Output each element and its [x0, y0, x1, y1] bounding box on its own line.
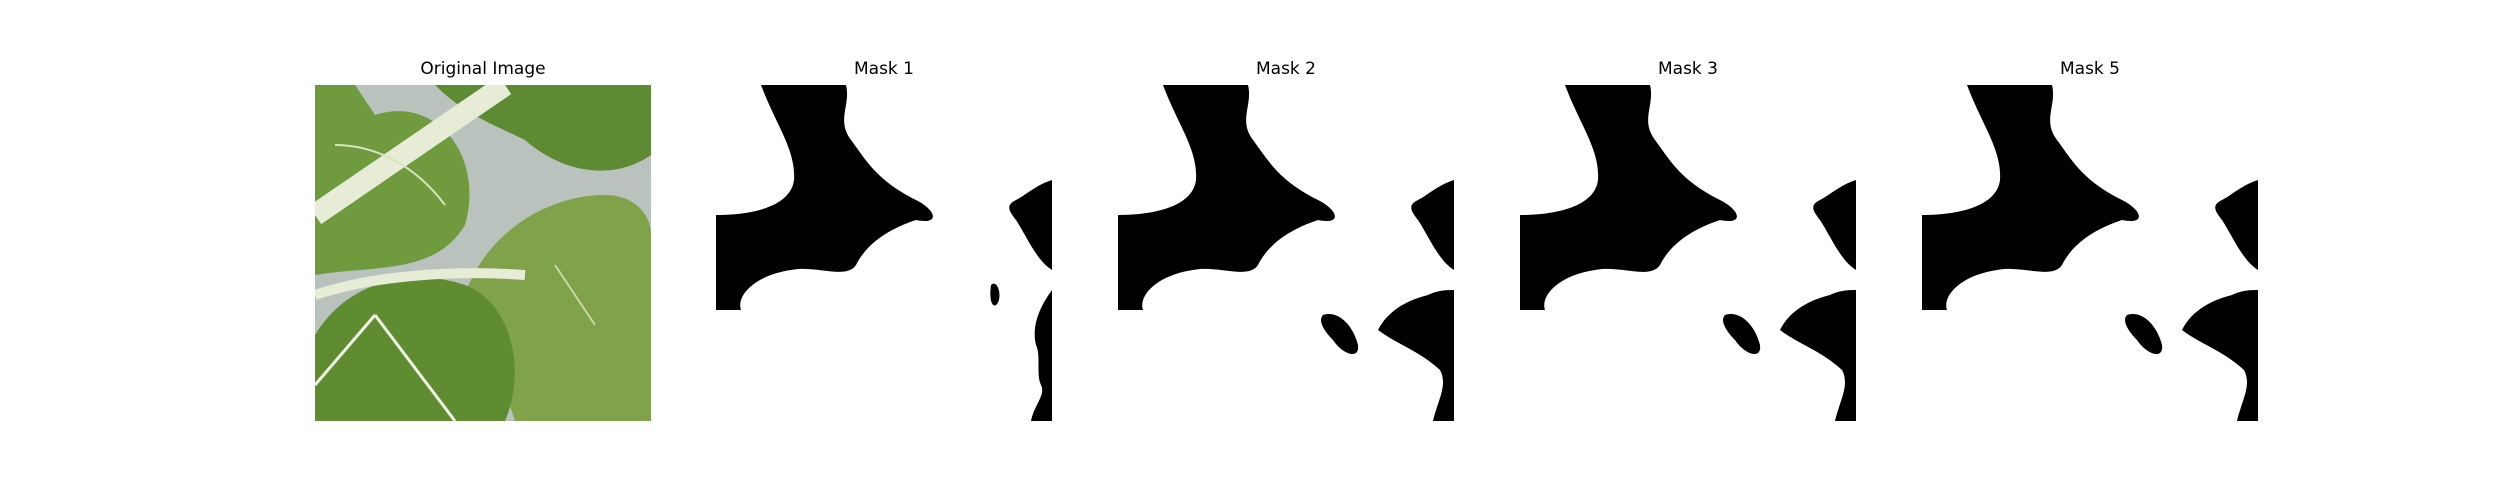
panel-title: Mask 2: [1255, 59, 1316, 79]
panel-title: Original Image: [420, 59, 546, 79]
mask-image: [1922, 85, 2258, 421]
panel-title: Mask 5: [2059, 59, 2120, 79]
original-leaf-image: [315, 85, 651, 421]
mask-image: [716, 85, 1052, 421]
panel-title: Mask 1: [853, 59, 914, 79]
panel-title: Mask 3: [1657, 59, 1718, 79]
mask-image: [1118, 85, 1454, 421]
mask-image: [1520, 85, 1856, 421]
